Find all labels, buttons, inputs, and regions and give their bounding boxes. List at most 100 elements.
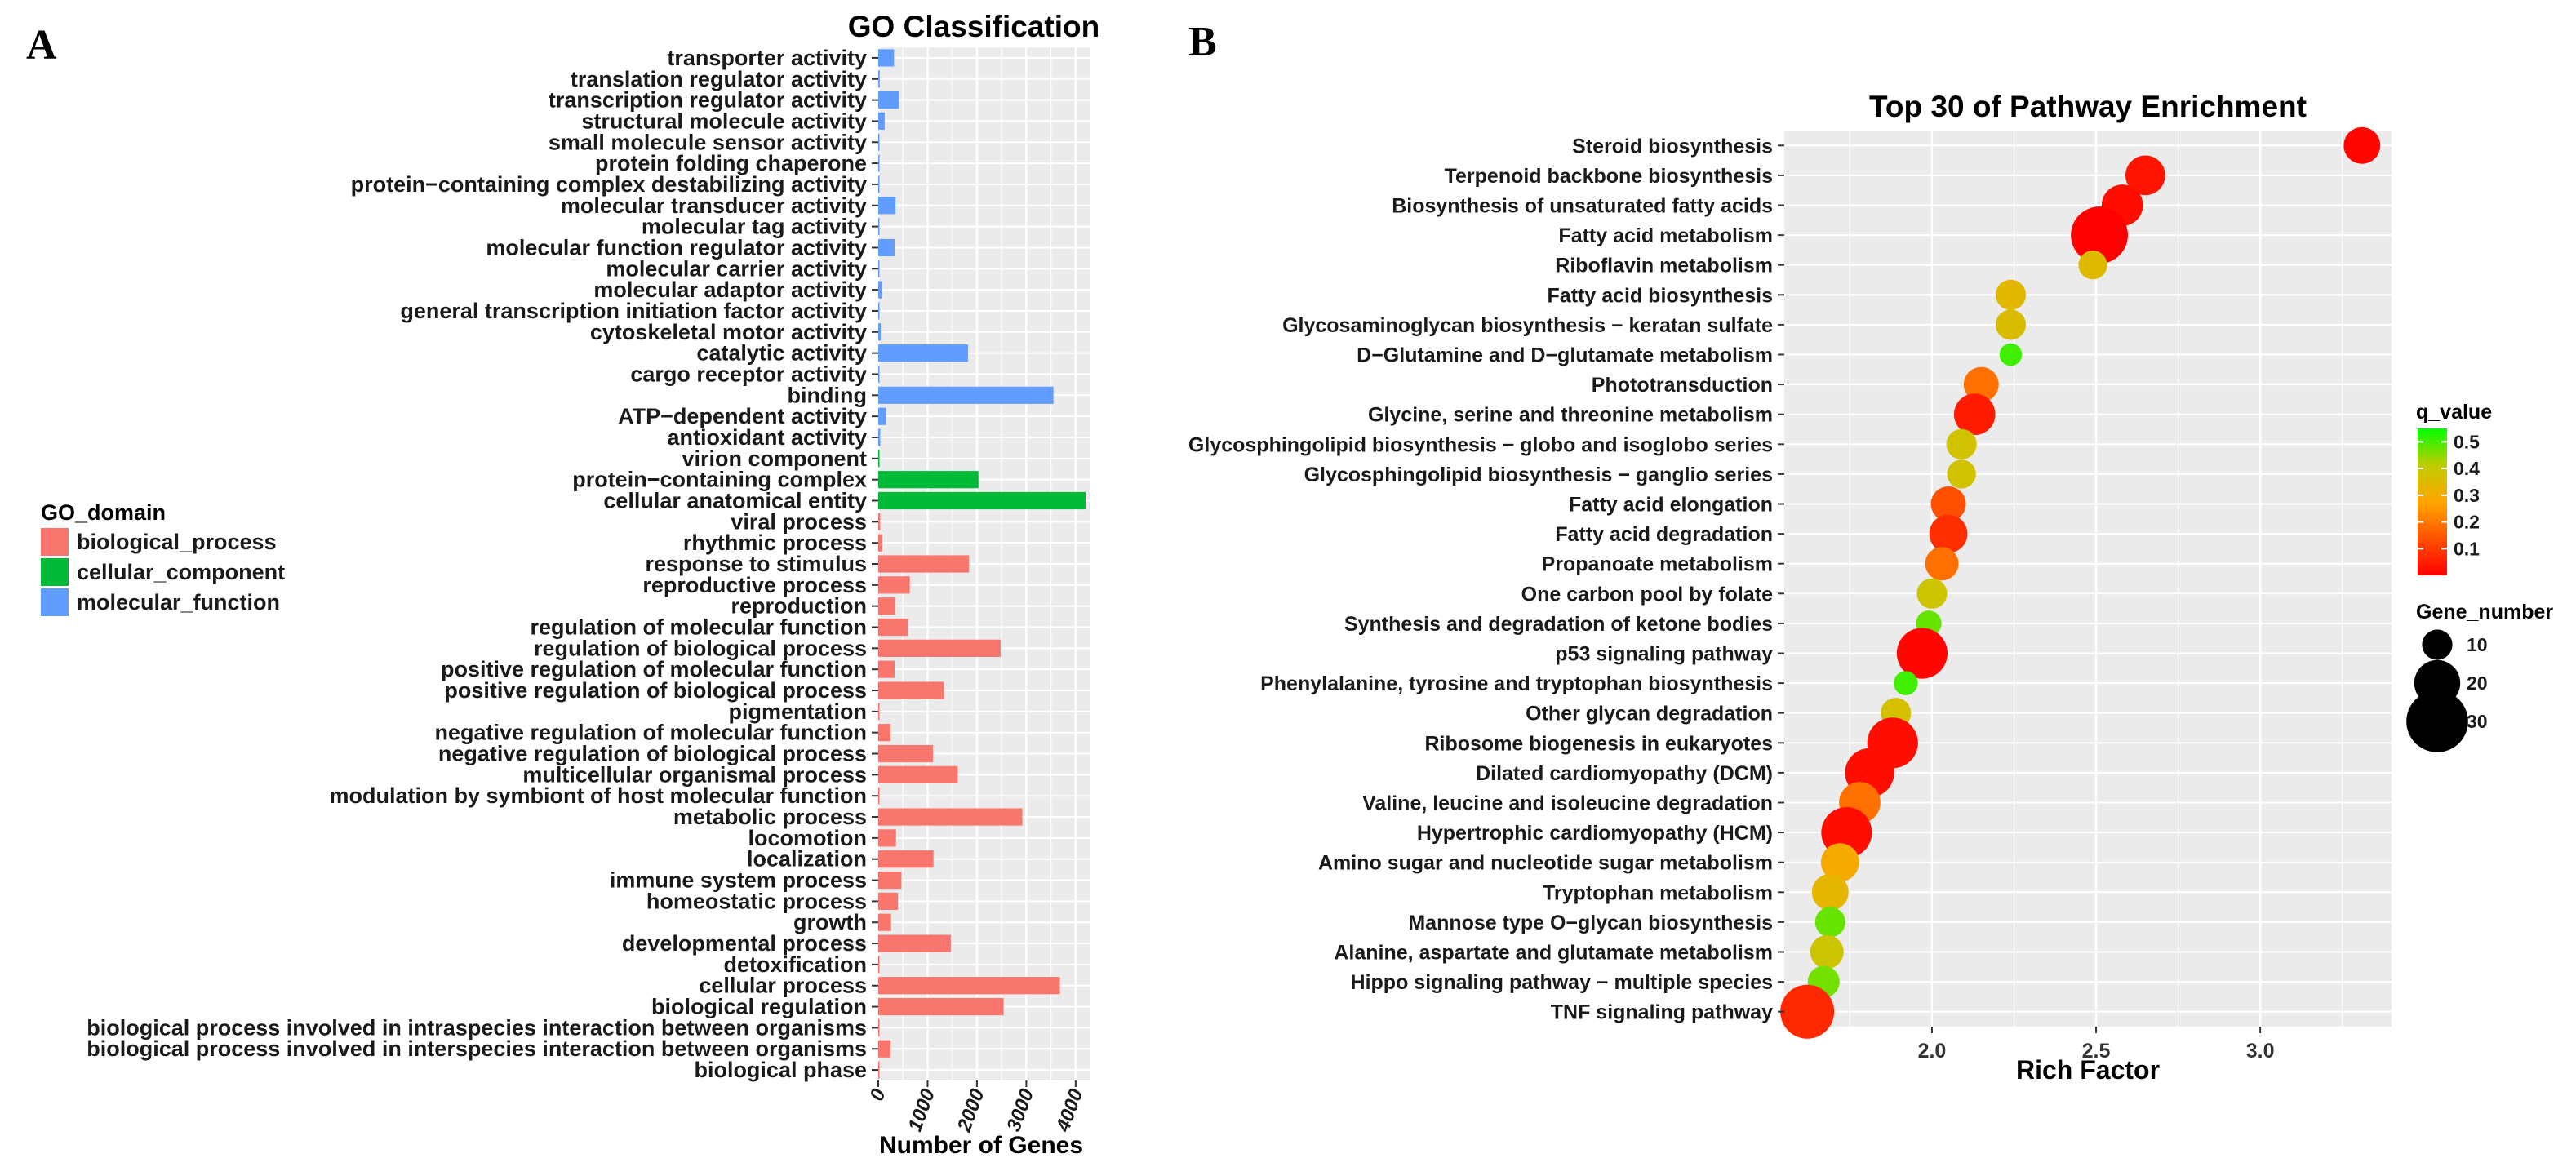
pathway-label: Fatty acid elongation <box>1569 494 1773 517</box>
plot-panel <box>1784 131 2392 1027</box>
bar-7 <box>878 175 880 193</box>
category-label: transcription regulator activity <box>549 88 867 113</box>
bar-9 <box>878 218 880 236</box>
bar-30 <box>878 660 895 678</box>
category-label: positive regulation of molecular functio… <box>441 657 867 681</box>
color-legend-label: 0.1 <box>2454 538 2480 559</box>
bar-42 <box>878 913 891 931</box>
category-label: homeostatic process <box>646 889 867 913</box>
bar-17 <box>878 386 1054 404</box>
x-tick-label: 3000 <box>1002 1085 1038 1134</box>
category-label: response to stimulus <box>645 552 867 576</box>
pathway-label: Glycosaminoglycan biosynthesis − keratan… <box>1282 314 1773 337</box>
category-label: developmental process <box>622 931 867 956</box>
category-label: cytoskeletal motor activity <box>590 320 867 344</box>
size-legend-key <box>2422 629 2453 660</box>
size-legend-label: 10 <box>2467 634 2488 655</box>
color-legend-label: 0.3 <box>2454 485 2480 506</box>
category-label: rhythmic process <box>683 530 867 555</box>
bar-35 <box>878 765 958 783</box>
legend-key-molecular_function <box>41 588 69 616</box>
bar-49 <box>878 1061 880 1079</box>
x-tick-label: 0 <box>866 1085 890 1103</box>
point-2 <box>2125 155 2165 196</box>
point-6 <box>1995 279 2027 310</box>
pathway-label: Fatty acid biosynthesis <box>1548 284 1773 307</box>
bar-40 <box>878 871 902 890</box>
category-label: metabolic process <box>673 805 867 829</box>
bar-16 <box>878 365 880 384</box>
category-label: regulation of biological process <box>534 636 867 660</box>
category-label: molecular adaptor activity <box>593 277 867 302</box>
point-28 <box>1810 934 1844 970</box>
category-label: reproduction <box>731 594 868 619</box>
pathway-label: Steroid biosynthesis <box>1572 135 1773 158</box>
chart-title: GO Classification <box>848 10 1099 43</box>
pathway-label: Valine, leucine and isoleucine degradati… <box>1362 792 1773 815</box>
category-label: negative regulation of biological proces… <box>438 742 867 766</box>
category-label: biological process involved in interspec… <box>87 1036 867 1061</box>
legend-key-cellular_component <box>41 558 69 586</box>
pathway-label: Fatty acid degradation <box>1555 523 1773 546</box>
x-axis-title: Rich Factor <box>2016 1055 2160 1085</box>
x-tick-label: 3.0 <box>2246 1040 2275 1063</box>
bar-10 <box>878 238 895 257</box>
pathway-label: Other glycan degradation <box>1526 703 1773 725</box>
category-label: small molecule sensor activity <box>549 130 867 154</box>
pathway-label: Biosynthesis of unsaturated fatty acids <box>1392 195 1773 218</box>
size-legend-label: 20 <box>2467 672 2488 694</box>
pathway-label: Mannose type O−glycan biosynthesis <box>1408 912 1773 934</box>
pathway-label: TNF signaling pathway <box>1551 1001 1773 1024</box>
bar-27 <box>878 597 895 615</box>
legend-title: GO_domain <box>41 500 166 525</box>
category-label: cargo receptor activity <box>630 362 867 386</box>
point-15 <box>1925 547 1959 581</box>
legend-label: cellular_component <box>77 560 285 584</box>
pathway-label: Phototransduction <box>1592 374 1773 397</box>
size-legend-key <box>2406 690 2468 752</box>
category-label: molecular function regulator activity <box>486 235 867 260</box>
category-label: positive regulation of biological proces… <box>444 678 867 703</box>
bar-14 <box>878 323 882 341</box>
category-label: general transcription initiation factor … <box>400 299 867 323</box>
category-label: cellular process <box>699 974 867 998</box>
bar-43 <box>878 934 951 952</box>
category-label: structural molecule activity <box>581 109 867 133</box>
category-label: protein−containing complex destabilizing… <box>351 172 867 197</box>
bar-28 <box>878 618 908 637</box>
pathway-label: Hippo signaling pathway − multiple speci… <box>1351 971 1773 994</box>
bar-45 <box>878 977 1060 995</box>
pathway-label: Ribosome biogenesis in eukaryotes <box>1424 732 1773 755</box>
bar-20 <box>878 450 880 468</box>
bar-39 <box>878 850 934 868</box>
category-label: protein folding chaperone <box>595 151 867 175</box>
bar-32 <box>878 703 880 721</box>
category-label: molecular carrier activity <box>606 256 867 281</box>
category-label: protein−containing complex <box>572 468 867 492</box>
pathway-label: D−Glutamine and D−glutamate metabolism <box>1357 344 1773 367</box>
bar-22 <box>878 491 1086 510</box>
category-label: catalytic activity <box>696 341 867 366</box>
category-label: virion component <box>682 446 867 471</box>
category-label: modulation by symbiont of host molecular… <box>329 783 867 808</box>
category-label: translation regulator activity <box>571 67 867 91</box>
point-8 <box>1999 343 2023 366</box>
chart-title: Top 30 of Pathway Enrichment <box>1869 90 2307 123</box>
category-label: binding <box>788 383 867 407</box>
category-label: biological phase <box>694 1058 867 1082</box>
point-11 <box>1946 428 1977 459</box>
category-label: regulation of molecular function <box>530 615 867 640</box>
x-tick-label: 2.5 <box>2082 1040 2111 1063</box>
bar-36 <box>878 787 880 805</box>
bar-12 <box>878 281 882 299</box>
color-legend-title: q_value <box>2416 401 2492 424</box>
bar-23 <box>878 513 881 530</box>
legend-label: biological_process <box>77 530 277 554</box>
category-label: ATP−dependent activity <box>618 404 867 428</box>
point-27 <box>1814 907 1845 938</box>
bar-4 <box>878 112 885 131</box>
size-legend-label: 30 <box>2467 711 2488 732</box>
category-label: viral process <box>731 509 867 534</box>
point-18 <box>1896 628 1948 679</box>
